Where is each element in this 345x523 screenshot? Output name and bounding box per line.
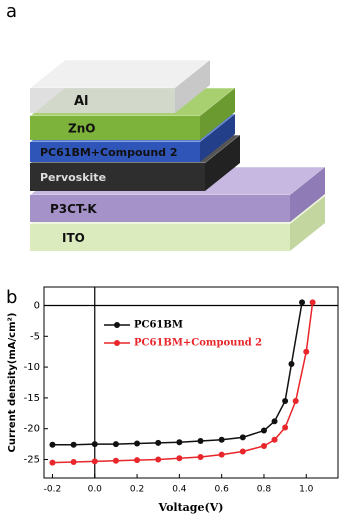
data-point <box>218 436 225 443</box>
data-point <box>91 441 98 448</box>
data-point <box>260 427 267 434</box>
data-point <box>91 458 98 465</box>
y-tick-label: -5 <box>30 331 40 342</box>
layer-label: P3CT-K <box>50 202 97 216</box>
legend-marker <box>114 322 120 328</box>
data-point <box>134 457 141 464</box>
layer-front <box>30 163 205 191</box>
data-point <box>282 424 289 431</box>
y-tick-label: -10 <box>24 362 40 373</box>
layer-front <box>30 142 200 162</box>
y-tick-label: -25 <box>24 455 40 466</box>
layer-side <box>175 60 210 113</box>
data-point <box>309 299 316 306</box>
data-point <box>176 439 183 446</box>
layer-front <box>30 88 175 113</box>
x-axis-label: Voltage(V) <box>158 501 224 514</box>
legend-label: PC61BM <box>134 320 183 331</box>
data-point <box>197 454 204 461</box>
data-point <box>260 442 267 449</box>
layer-label: ZnO <box>68 122 95 136</box>
x-tick-label: 0.4 <box>172 485 187 495</box>
data-point <box>288 361 295 368</box>
data-point <box>155 456 162 463</box>
layer-label: PC61BM+Compound 2 <box>40 146 178 159</box>
y-axis-label: Current density(mA/cm²) <box>7 313 18 453</box>
layer-front <box>30 195 290 222</box>
layer-side <box>200 88 235 140</box>
x-tick-label: -0.2 <box>44 485 62 495</box>
legend-marker <box>114 340 120 346</box>
data-point <box>303 348 310 355</box>
x-tick-label: 0.8 <box>257 485 272 495</box>
x-tick-label: 0.6 <box>215 485 230 495</box>
data-point <box>112 441 119 448</box>
data-point <box>197 438 204 445</box>
data-point <box>271 436 278 443</box>
data-point <box>282 397 289 404</box>
layer-front <box>30 116 200 140</box>
layer-label: Pervoskite <box>40 171 106 184</box>
layer-label: Al <box>74 94 89 109</box>
data-point <box>271 418 278 425</box>
plot-frame <box>43 286 339 479</box>
data-point <box>176 455 183 462</box>
panel-label: a <box>6 1 17 22</box>
x-tick-label: 0.2 <box>130 485 144 495</box>
layer-front <box>30 224 290 251</box>
layer-side <box>290 167 325 222</box>
data-point <box>134 440 141 447</box>
x-tick-label: 0.0 <box>88 485 103 495</box>
data-point <box>155 439 162 446</box>
layer-label: ITO <box>62 231 85 245</box>
data-point <box>49 441 56 448</box>
panel-label: b <box>6 287 17 308</box>
layer-side <box>200 114 235 162</box>
y-tick-label: -20 <box>24 424 40 435</box>
layer-side <box>205 135 240 191</box>
y-tick-label: -15 <box>24 393 40 404</box>
data-point <box>239 448 246 455</box>
data-point <box>70 458 77 465</box>
data-point <box>112 457 119 464</box>
data-point <box>292 397 299 404</box>
data-point <box>239 434 246 441</box>
data-point <box>49 459 56 466</box>
data-point <box>70 441 77 448</box>
y-tick-label: 0 <box>34 300 40 311</box>
layer-side <box>290 196 325 251</box>
data-point <box>218 451 225 458</box>
x-tick-label: 1.0 <box>299 485 314 495</box>
legend-label: PC61BM+Compound 2 <box>134 338 262 349</box>
data-point <box>299 299 306 306</box>
series-line <box>52 302 314 464</box>
